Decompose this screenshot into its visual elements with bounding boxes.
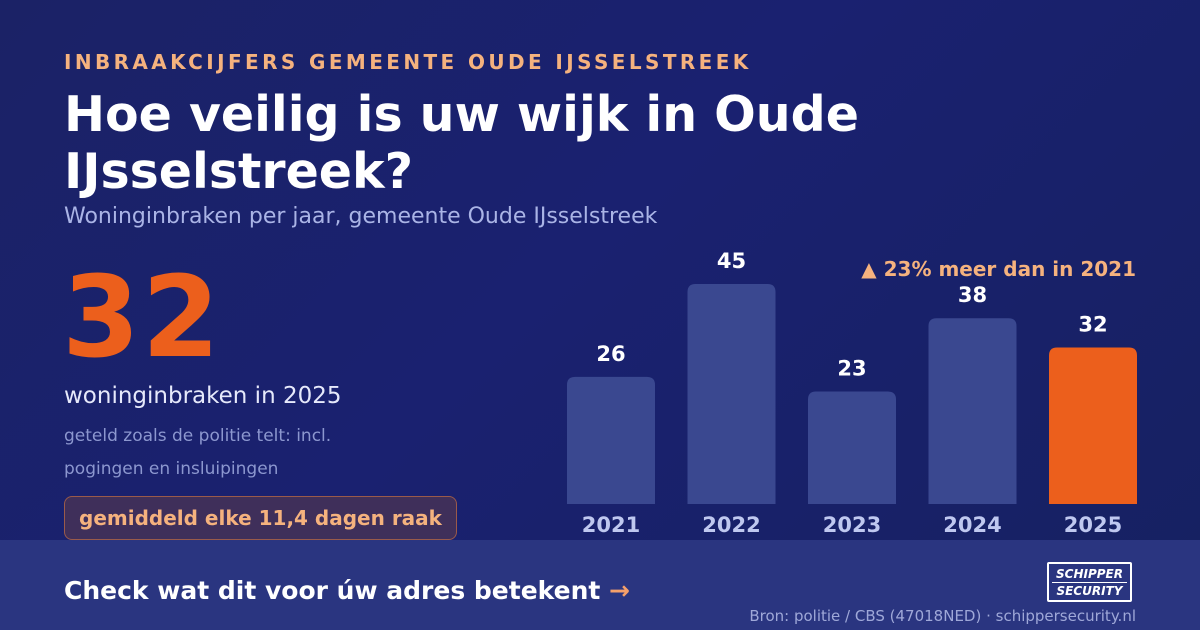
bar-value-label: 26 [596,342,625,366]
bar-value-label: 38 [958,283,987,307]
change-callout: ▲ 23% meer dan in 2021 [861,257,1136,281]
bar-2023 [808,391,896,504]
cta-link[interactable]: Check wat dit voor úw adres betekent → [64,576,630,605]
highlight-label: woninginbraken in 2025 [64,383,342,409]
arrow-right-icon: → [609,576,630,605]
bar-chart: 26 2021 45 2022 23 2023 38 2024 32 2025 [567,249,1137,537]
bar-value-label: 23 [837,357,866,381]
source-note: Bron: politie / CBS (47018NED) · schippe… [749,607,1136,625]
bar-2025 [1049,347,1137,504]
x-tick-label: 2025 [1064,513,1122,537]
page-title: Hoe veilig is uw wijk in Oude IJsselstre… [64,86,859,200]
bar-2021 [567,376,655,504]
kicker: INBRAAKCIJFERS GEMEENTE OUDE IJSSELSTREE… [64,50,752,74]
frequency-badge: gemiddeld elke 11,4 dagen raak [64,496,457,540]
x-tick-label: 2022 [702,513,760,537]
bar-value-label: 45 [717,249,746,273]
logo-line-2: SECURITY [1052,582,1127,599]
highlight-note: geteld zoals de politie telt: incl. pogi… [64,426,332,479]
subtitle: Woninginbraken per jaar, gemeente Oude I… [64,204,658,229]
footer-band [0,540,1200,630]
bar-2022 [687,284,776,504]
bar-value-label: 32 [1078,313,1107,337]
brand-logo: SCHIPPER SECURITY [1047,562,1132,602]
x-tick-label: 2023 [823,513,881,537]
x-tick-label: 2024 [943,513,1001,537]
bar-2024 [928,318,1017,504]
x-tick-label: 2021 [582,513,640,537]
cta-text: Check wat dit voor úw adres betekent [64,576,601,605]
highlight-value: 32 [62,253,222,383]
logo-line-1: SCHIPPER [1056,567,1123,581]
